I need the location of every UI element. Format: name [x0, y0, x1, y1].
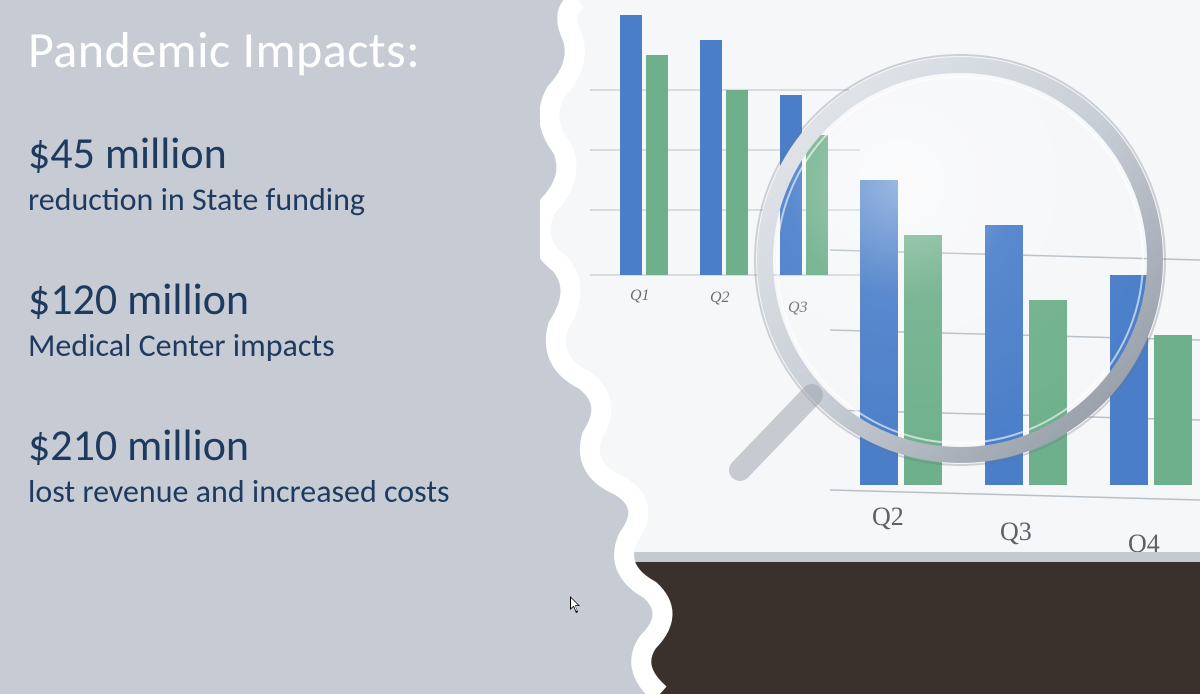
impact-description: Medical Center impacts	[28, 325, 588, 367]
impact-item: $210 million lost revenue and increased …	[28, 421, 588, 513]
impact-amount: $45 million	[28, 129, 588, 177]
impact-item: $45 million reduction in State funding	[28, 129, 588, 221]
svg-text:Q2: Q2	[710, 289, 730, 306]
paper-edge-shadow	[540, 552, 1200, 562]
impact-amount: $210 million	[28, 421, 588, 469]
impact-item: $120 million Medical Center impacts	[28, 275, 588, 367]
chart-graphic: Q1 Q2 Q3	[540, 0, 1200, 694]
slide: Pandemic Impacts: $45 million reduction …	[0, 0, 1200, 694]
svg-text:Q3: Q3	[1000, 517, 1032, 546]
text-panel: Pandemic Impacts: $45 million reduction …	[28, 20, 588, 567]
svg-text:Q1: Q1	[630, 287, 650, 304]
svg-text:Q2: Q2	[872, 502, 904, 531]
impact-description: reduction in State funding	[28, 179, 588, 221]
impact-amount: $120 million	[28, 275, 588, 323]
cursor-icon	[570, 596, 582, 614]
impact-description: lost revenue and increased costs	[28, 471, 588, 513]
slide-title: Pandemic Impacts:	[28, 20, 588, 81]
